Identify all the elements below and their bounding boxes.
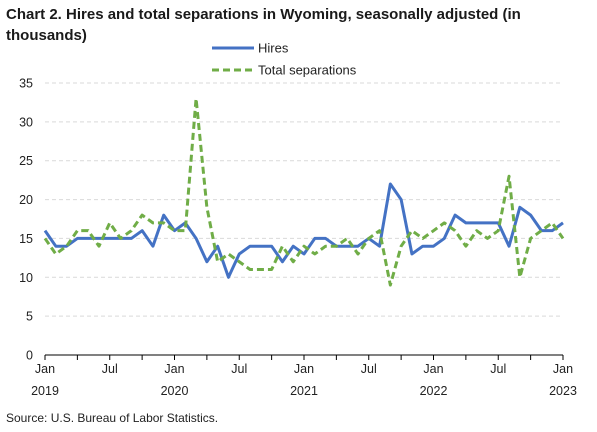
x-tick-label-month: Jul	[231, 362, 247, 376]
y-tick-label: 20	[19, 193, 33, 207]
y-tick-label: 5	[26, 310, 33, 324]
y-tick-label: 15	[19, 232, 33, 246]
x-tick-label-month: Jul	[361, 362, 377, 376]
source-note: Source: U.S. Bureau of Labor Statistics.	[6, 411, 219, 425]
x-tick-label-month: Jan	[164, 362, 184, 376]
x-tick-label-year: 2019	[31, 384, 59, 398]
legend-label-total-separations: Total separations	[258, 63, 357, 78]
series-line-total-separations	[43, 97, 565, 287]
y-tick-label: 0	[26, 349, 33, 363]
x-tick-label-year: 2020	[161, 384, 189, 398]
x-tick-label-year: 2021	[290, 384, 318, 398]
y-tick-label: 25	[19, 154, 33, 168]
x-tick-label-month: Jan	[35, 362, 55, 376]
chart-title: Chart 2. Hires and total separations in …	[6, 6, 521, 44]
x-tick-label-year: 2022	[420, 384, 448, 398]
legend-label-hires: Hires	[258, 41, 289, 56]
x-tick-label-month: Jul	[102, 362, 118, 376]
y-tick-label: 35	[19, 77, 33, 91]
x-tick-label-year: 2023	[549, 384, 577, 398]
gridlines	[45, 82, 563, 317]
legend: Hires Total separations	[212, 41, 357, 78]
x-tick-label-month: Jan	[423, 362, 443, 376]
x-tick-label-month: Jan	[294, 362, 314, 376]
y-tick-label: 10	[19, 271, 33, 285]
y-tick-label: 30	[19, 115, 33, 129]
series-lines	[43, 97, 565, 287]
x-tick-label-month: Jan	[553, 362, 573, 376]
axes: 0 5 10 15 20 25 30 35 Jan 2019 Jul Jan 2020 Jul Jan 202…	[19, 77, 577, 399]
series-line-hires	[43, 182, 564, 279]
x-tick-label-month: Jul	[490, 362, 506, 376]
